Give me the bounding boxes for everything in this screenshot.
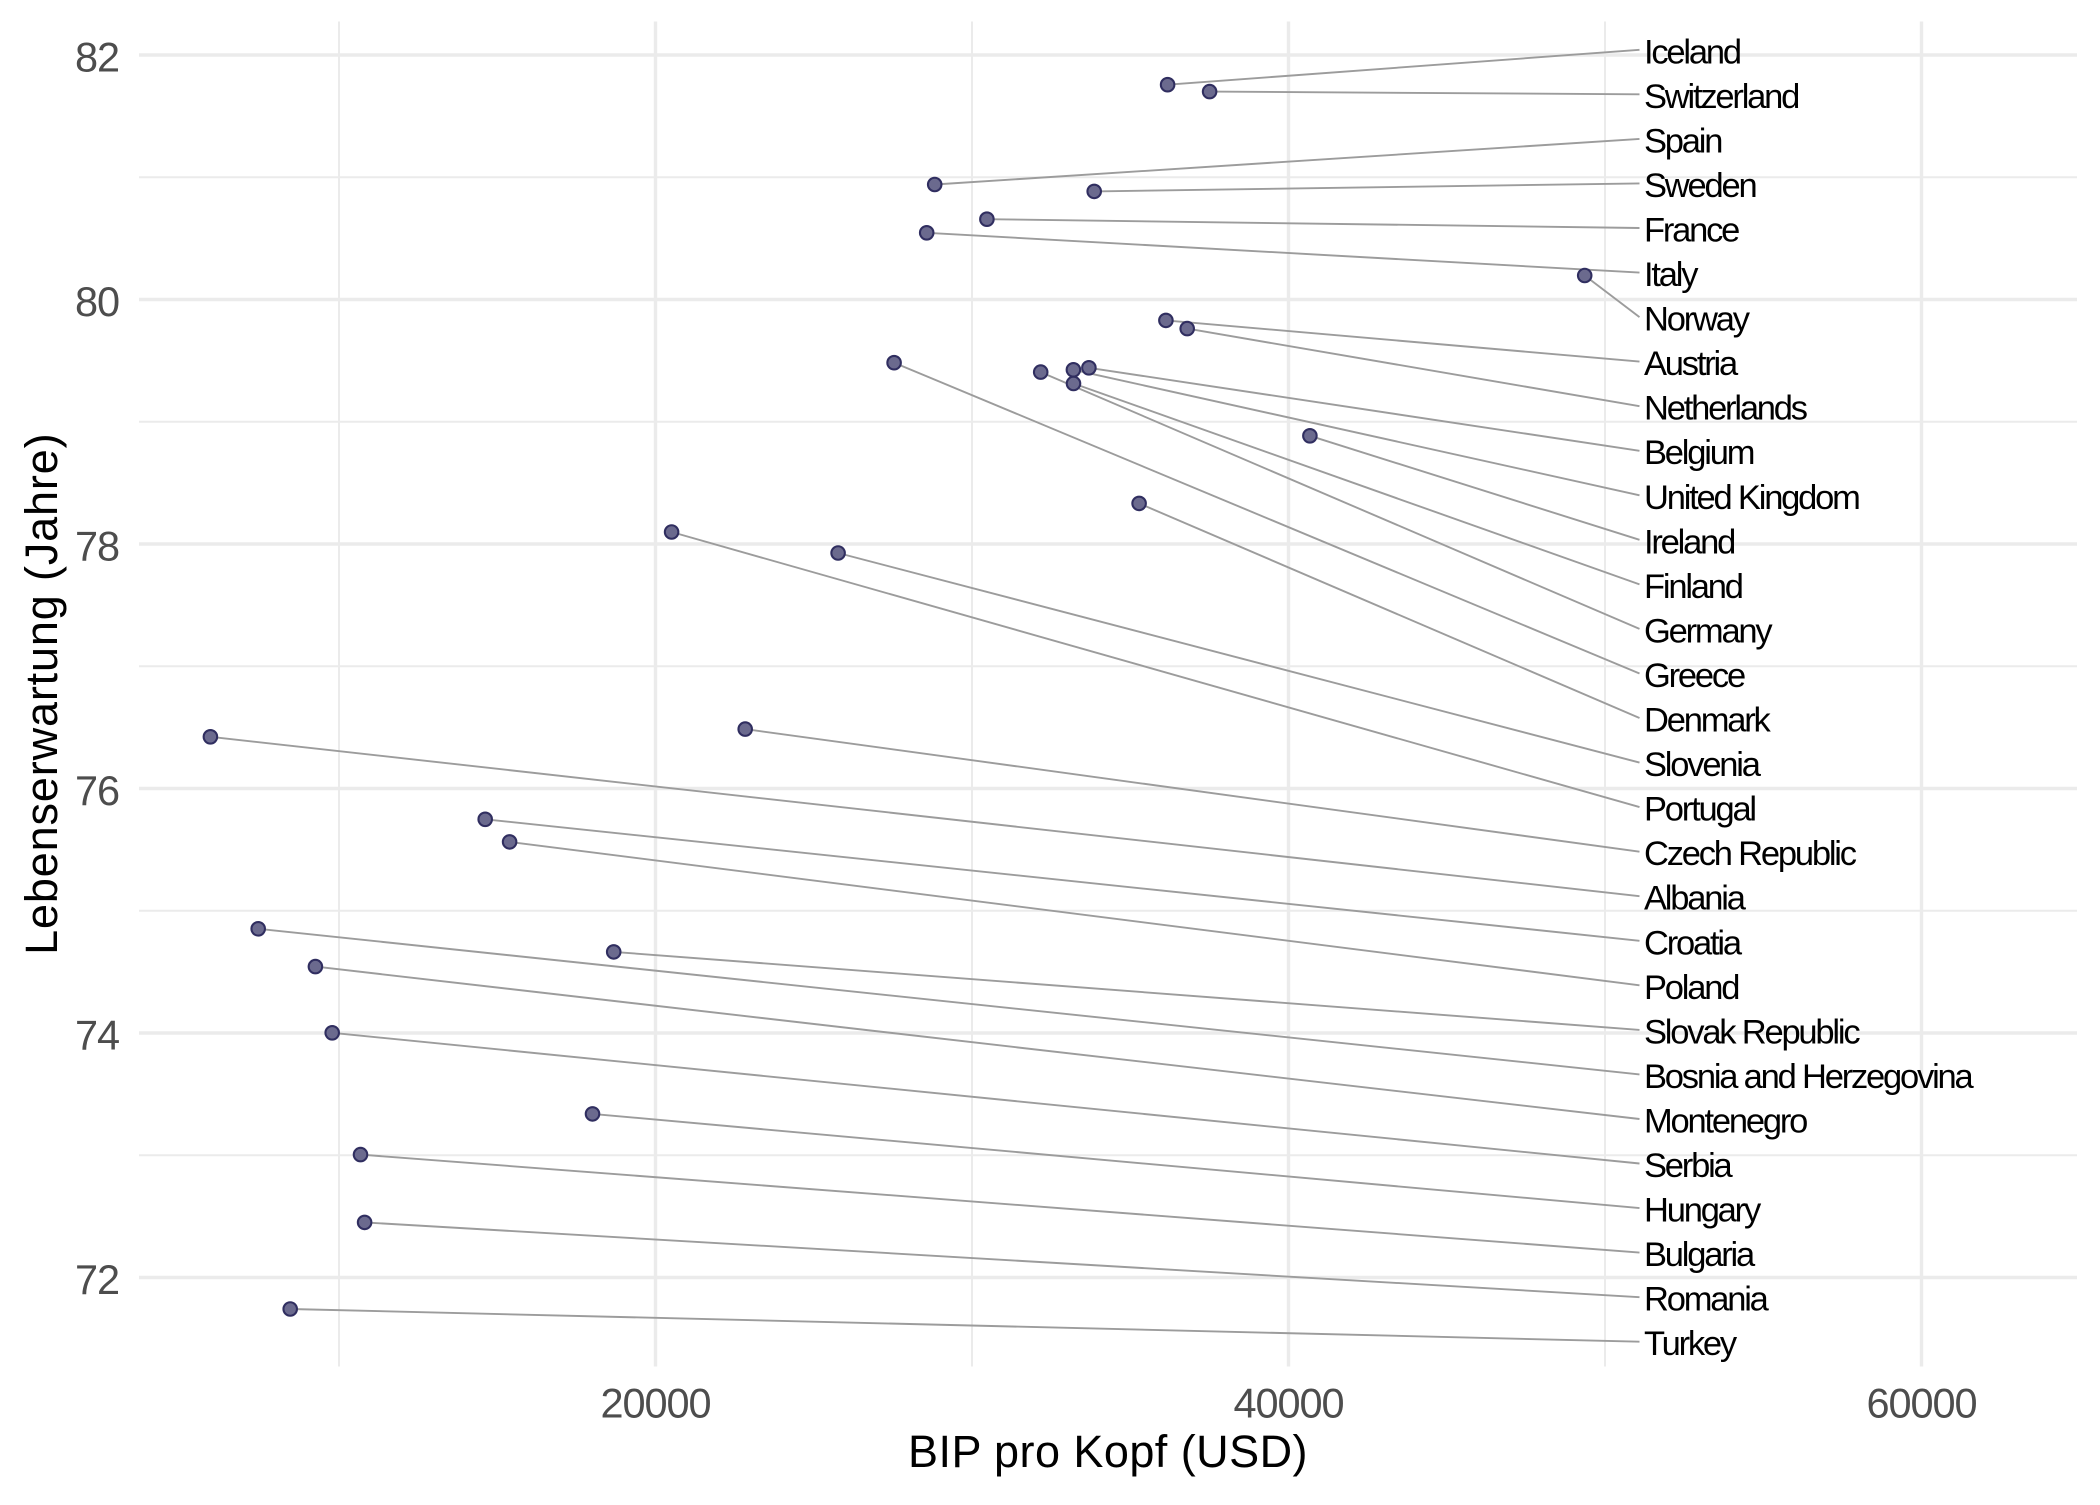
svg-text:Sweden: Sweden xyxy=(1644,167,1755,205)
svg-text:Serbia: Serbia xyxy=(1644,1147,1734,1185)
svg-text:Austria: Austria xyxy=(1644,345,1739,383)
svg-text:80: 80 xyxy=(75,278,119,325)
svg-text:Slovenia: Slovenia xyxy=(1644,746,1762,784)
svg-text:Slovak Republic: Slovak Republic xyxy=(1644,1013,1860,1051)
svg-text:Norway: Norway xyxy=(1644,301,1751,339)
svg-text:Hungary: Hungary xyxy=(1644,1192,1762,1230)
svg-text:Denmark: Denmark xyxy=(1644,702,1772,740)
svg-text:Spain: Spain xyxy=(1644,122,1721,160)
svg-text:Albania: Albania xyxy=(1644,880,1747,918)
svg-text:Romania: Romania xyxy=(1644,1281,1770,1319)
svg-text:Turkey: Turkey xyxy=(1644,1325,1738,1363)
svg-text:Czech Republic: Czech Republic xyxy=(1644,835,1857,873)
svg-text:Germany: Germany xyxy=(1644,612,1773,650)
svg-text:Bulgaria: Bulgaria xyxy=(1644,1236,1756,1274)
svg-text:BIP pro Kopf (USD): BIP pro Kopf (USD) xyxy=(908,1426,1308,1477)
svg-text:78: 78 xyxy=(75,523,119,570)
svg-text:Finland: Finland xyxy=(1644,568,1742,606)
svg-text:Iceland: Iceland xyxy=(1644,33,1740,71)
svg-text:Croatia: Croatia xyxy=(1644,924,1743,962)
svg-text:France: France xyxy=(1644,212,1739,250)
svg-text:20000: 20000 xyxy=(601,1380,711,1427)
svg-text:Montenegro: Montenegro xyxy=(1644,1103,1807,1141)
svg-text:Portugal: Portugal xyxy=(1644,791,1755,829)
svg-text:Belgium: Belgium xyxy=(1644,434,1754,472)
svg-text:Lebenserwartung (Jahre): Lebenserwartung (Jahre) xyxy=(16,433,67,955)
svg-text:76: 76 xyxy=(75,767,119,814)
svg-text:40000: 40000 xyxy=(1234,1380,1344,1427)
svg-text:Greece: Greece xyxy=(1644,657,1745,695)
svg-text:82: 82 xyxy=(75,34,119,81)
svg-text:Switzerland: Switzerland xyxy=(1644,78,1798,116)
svg-text:72: 72 xyxy=(75,1256,119,1303)
svg-text:60000: 60000 xyxy=(1867,1380,1977,1427)
svg-text:United Kingdom: United Kingdom xyxy=(1644,479,1859,517)
svg-text:Poland: Poland xyxy=(1644,969,1738,1007)
svg-text:74: 74 xyxy=(75,1012,119,1059)
svg-text:Bosnia and Herzegovina: Bosnia and Herzegovina xyxy=(1644,1058,1975,1096)
svg-text:Ireland: Ireland xyxy=(1644,523,1734,561)
svg-text:Italy: Italy xyxy=(1644,256,1699,294)
svg-text:Netherlands: Netherlands xyxy=(1644,390,1807,428)
